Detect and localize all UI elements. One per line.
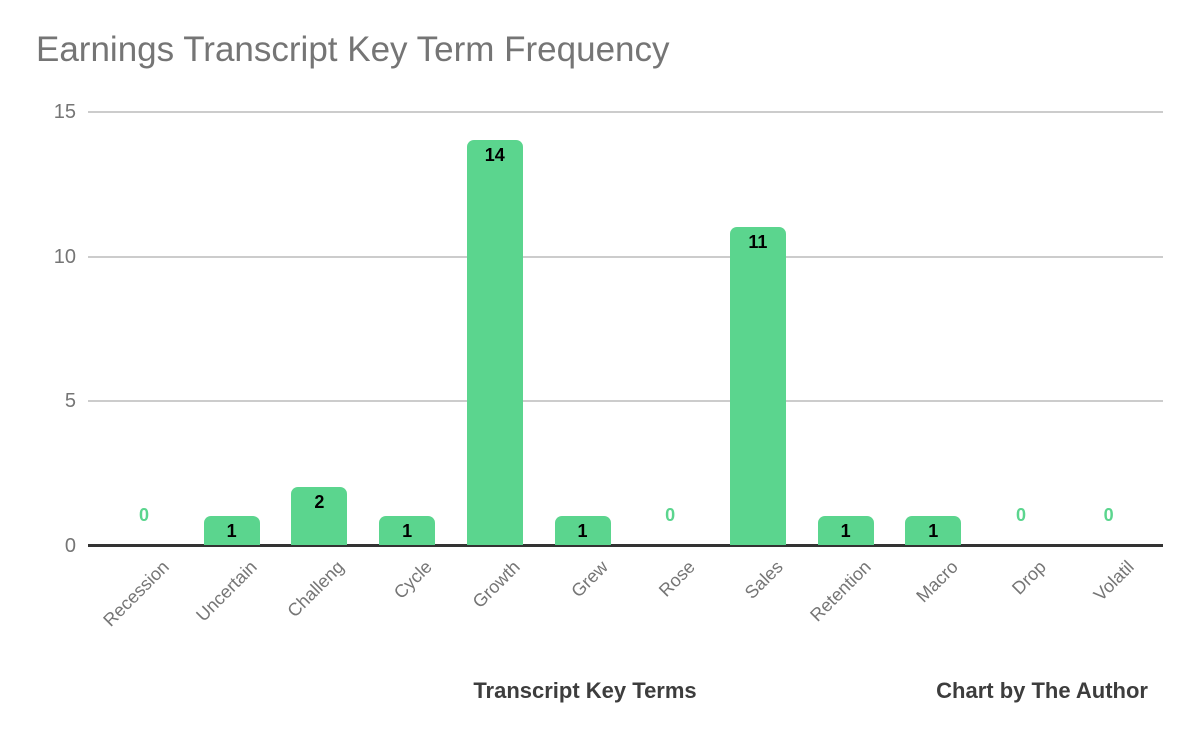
bar — [379, 516, 436, 545]
y-axis-tick-label: 5 — [64, 390, 76, 413]
bar-value-label: 11 — [748, 231, 768, 252]
gridline-y10 — [88, 255, 1163, 258]
bar — [729, 226, 786, 545]
bar-value-label: 1 — [840, 521, 851, 542]
gridline-y5 — [88, 400, 1163, 403]
bar-value-label: 14 — [484, 144, 505, 165]
bar — [554, 516, 611, 545]
bar-value-label: 1 — [577, 521, 588, 542]
chart-title: Earnings Transcript Key Term Frequency — [36, 30, 670, 69]
chart-credit: Chart by The Author — [936, 678, 1148, 703]
bar-value-label-zero: 0 — [138, 505, 149, 525]
bar — [203, 516, 260, 545]
y-axis-tick-label: 15 — [53, 101, 76, 123]
gridline-y15 — [88, 111, 1163, 113]
bar-value-label: 1 — [226, 521, 237, 542]
bar — [905, 516, 962, 545]
bar-value-label-zero: 0 — [1103, 505, 1114, 525]
bar-value-label-zero: 0 — [1015, 505, 1026, 525]
bar — [291, 487, 348, 545]
y-axis-tick-label: 10 — [53, 245, 76, 268]
bar-value-label: 2 — [314, 492, 325, 513]
bar — [466, 139, 523, 545]
bar — [817, 516, 874, 545]
x-axis-line — [88, 544, 1163, 547]
bar-value-label-zero: 0 — [665, 505, 676, 525]
x-axis-title: Transcript Key Terms — [473, 678, 697, 703]
bar-value-label: 1 — [928, 521, 939, 542]
y-axis-tick-label: 0 — [64, 535, 76, 557]
bar-value-label: 1 — [402, 521, 413, 542]
